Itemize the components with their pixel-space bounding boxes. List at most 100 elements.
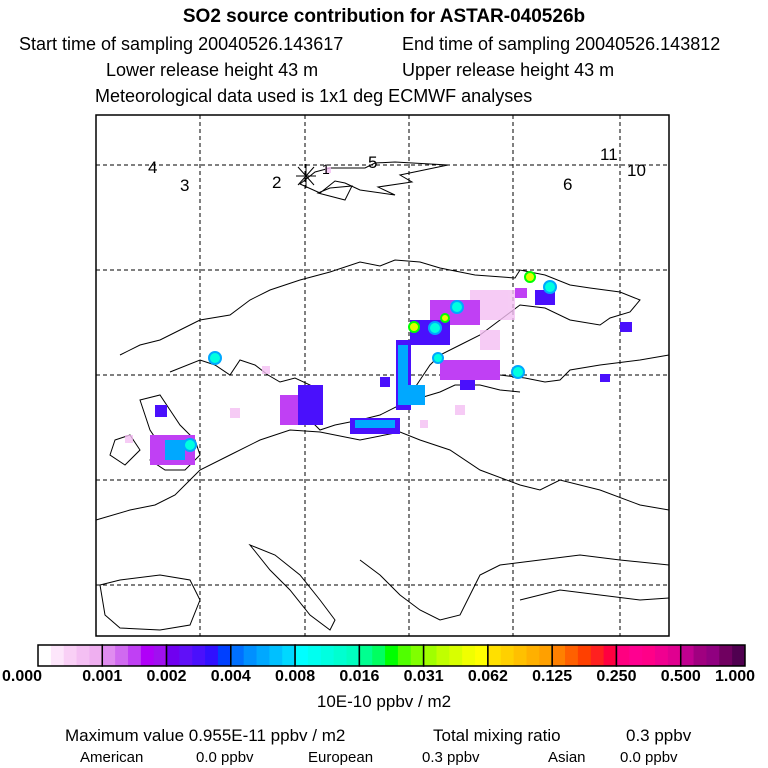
colorbar-swatch xyxy=(50,645,65,666)
colorbar-tick-label: 0.016 xyxy=(339,668,380,685)
colorbar-swatch xyxy=(127,645,142,666)
marker-label: 6 xyxy=(563,175,572,194)
colorbar-swatch xyxy=(140,645,155,666)
colorbar-swatch xyxy=(295,645,309,666)
colorbar-tick-label: 0.250 xyxy=(596,668,637,685)
colorbar-segment xyxy=(615,644,682,667)
chart-title: SO2 source contribution for ASTAR-040526… xyxy=(182,6,586,27)
colorbar-segment xyxy=(165,644,232,667)
colorbar-swatch xyxy=(76,645,90,666)
marker-label: 2 xyxy=(272,173,281,192)
colorbar-segment xyxy=(551,644,618,667)
colorbar-swatch xyxy=(565,645,579,666)
coastlines xyxy=(95,161,670,631)
colorbar-tick-label: 0.008 xyxy=(275,668,316,685)
colorbar-swatch xyxy=(63,645,78,666)
colorbar-tick-label: 0.125 xyxy=(532,668,573,685)
colorbar-swatch xyxy=(102,645,116,666)
colorbar-unit: 10E-10 ppbv / m2 xyxy=(316,692,452,711)
colorbar-swatch xyxy=(166,645,180,666)
lower-release-height: Lower release height 43 m xyxy=(106,60,319,80)
colorbar-tick-label: 0.500 xyxy=(660,668,701,685)
marker-label: 1 xyxy=(322,161,330,177)
american-label: American xyxy=(80,749,144,766)
colorbar-swatch xyxy=(500,645,515,666)
colorbar-swatch xyxy=(475,645,489,666)
colorbar-swatch xyxy=(629,645,643,666)
colorbar-swatch xyxy=(616,645,630,666)
met-data-info: Meteorological data used is 1x1 deg ECMW… xyxy=(95,86,533,106)
colorbar-swatch xyxy=(385,645,399,666)
colorbar-swatch xyxy=(153,645,168,666)
colorbar-swatch xyxy=(359,645,373,666)
marker-label: 5 xyxy=(368,153,377,172)
colorbar-swatch xyxy=(243,645,258,666)
colorbar-swatch xyxy=(410,645,425,666)
colorbar-swatch xyxy=(513,645,527,666)
colorbar-swatch xyxy=(320,645,335,666)
colorbar-swatch xyxy=(333,645,348,666)
colorbar-swatch xyxy=(655,645,669,666)
colorbar-swatch xyxy=(487,645,502,666)
colorbar-segment xyxy=(487,644,553,667)
start-time: Start time of sampling 20040526.143617 xyxy=(19,34,344,54)
colorbar-swatch xyxy=(449,645,463,666)
colorbar-swatch xyxy=(590,645,605,666)
colorbar-tick-label: 0.001 xyxy=(82,668,123,685)
colorbar-segment xyxy=(37,644,104,667)
colorbar-segment xyxy=(101,644,168,667)
colorbar-swatch xyxy=(436,645,450,666)
colorbar-swatch xyxy=(217,645,232,666)
colorbar-tick-label: 0.031 xyxy=(403,668,444,685)
end-time: End time of sampling 20040526.143812 xyxy=(402,34,721,54)
colorbar-swatch xyxy=(38,645,52,666)
map-frame xyxy=(95,114,670,637)
colorbar-segment xyxy=(679,644,746,667)
marker-label: 11 xyxy=(600,145,618,164)
colorbar-segment xyxy=(422,644,489,667)
european-value: 0.3 ppbv xyxy=(422,749,480,766)
colorbar-segment xyxy=(358,644,425,667)
colorbar-tick-label: 0.002 xyxy=(146,668,187,685)
colorbar-tick-label: 0.004 xyxy=(210,668,251,685)
colorbar-swatch xyxy=(307,645,322,666)
colorbar xyxy=(37,644,746,667)
colorbar-swatch xyxy=(269,645,283,666)
colorbar-swatch xyxy=(179,645,193,666)
colorbar-segment-border xyxy=(679,644,746,667)
colorbar-swatch xyxy=(423,645,437,666)
colorbar-swatch xyxy=(346,645,360,666)
marker-label: 3 xyxy=(180,176,189,195)
colorbar-swatch xyxy=(115,645,129,666)
colorbar-swatch xyxy=(526,645,540,666)
colorbar-swatch xyxy=(89,645,103,666)
colorbar-swatch xyxy=(732,645,746,666)
colorbar-swatch xyxy=(372,645,386,666)
maximum-value: Maximum value 0.955E-11 ppbv / m2 xyxy=(65,726,346,745)
marker-label: 10 xyxy=(627,161,646,180)
colorbar-swatch xyxy=(719,645,733,666)
colorbar-tick-label: 0.062 xyxy=(467,668,508,685)
colorbar-swatch xyxy=(552,645,566,666)
colorbar-tick-label: 1.000 xyxy=(714,668,756,685)
colorbar-swatch xyxy=(667,645,682,666)
colorbar-swatch xyxy=(680,645,695,666)
colorbar-swatch xyxy=(192,645,206,666)
colorbar-swatch xyxy=(693,645,707,666)
colorbar-tick-label: 0.000 xyxy=(1,668,43,685)
asian-label: Asian xyxy=(548,749,586,766)
colorbar-segment xyxy=(230,644,296,667)
colorbar-swatch xyxy=(462,645,476,666)
colorbar-swatch xyxy=(642,645,656,666)
colorbar-swatch xyxy=(706,645,720,666)
upper-release-height: Upper release height 43 m xyxy=(402,60,615,80)
colorbar-swatch xyxy=(205,645,219,666)
total-mixing-ratio-label: Total mixing ratio xyxy=(433,726,561,745)
colorbar-swatch xyxy=(230,645,245,666)
colorbar-segment xyxy=(294,644,361,667)
total-mixing-ratio-value: 0.3 ppbv xyxy=(626,726,692,745)
colorbar-swatch xyxy=(603,645,617,666)
colorbar-swatch xyxy=(397,645,412,666)
release-site-star-icon xyxy=(296,164,316,188)
